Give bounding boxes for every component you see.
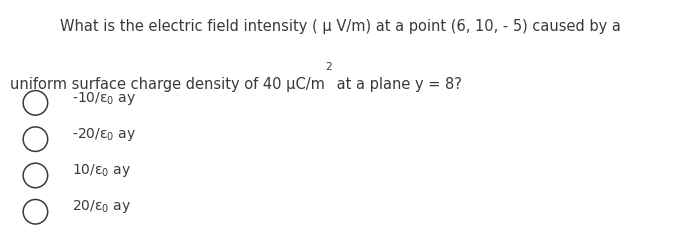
Text: 10/ε$_0$ ay: 10/ε$_0$ ay: [72, 162, 131, 179]
Text: -10/ε$_0$ ay: -10/ε$_0$ ay: [72, 90, 136, 106]
Text: -20/ε$_0$ ay: -20/ε$_0$ ay: [72, 126, 136, 143]
Text: What is the electric field intensity ( μ V/m) at a point (6, 10, - 5) caused by : What is the electric field intensity ( μ…: [60, 19, 621, 34]
Text: at a plane y = 8?: at a plane y = 8?: [332, 77, 462, 92]
Text: 2: 2: [325, 62, 332, 72]
Text: uniform surface charge density of 40 μC/m: uniform surface charge density of 40 μC/…: [10, 77, 325, 92]
Text: 20/ε$_0$ ay: 20/ε$_0$ ay: [72, 198, 131, 215]
Text: 2: 2: [325, 62, 332, 72]
